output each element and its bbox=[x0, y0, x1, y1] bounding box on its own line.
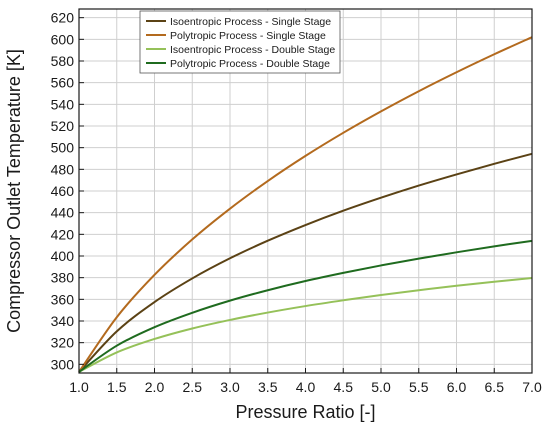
legend-label-0: Isoentropic Process - Single Stage bbox=[170, 16, 331, 28]
y-tick-label: 400 bbox=[51, 248, 75, 264]
x-tick-label: 4.0 bbox=[296, 379, 316, 395]
x-axis-title: Pressure Ratio [-] bbox=[235, 402, 375, 422]
x-tick-label: 6.0 bbox=[447, 379, 467, 395]
x-tick-label: 6.5 bbox=[485, 379, 505, 395]
legend: Isoentropic Process - Single Stage Polytr… bbox=[139, 10, 341, 74]
legend-label-3: Polytropic Process - Double Stage bbox=[170, 58, 330, 70]
x-tick-label: 3.5 bbox=[258, 379, 278, 395]
legend-label-2: Isoentropic Process - Double Stage bbox=[170, 44, 335, 56]
y-tick-labels: 300 320 340 360 380 400 420 440 460 480 500 520 540 5… bbox=[51, 10, 75, 373]
x-tick-label: 1.0 bbox=[69, 379, 89, 395]
series-lines bbox=[78, 36, 533, 373]
y-tick-label: 420 bbox=[51, 226, 75, 242]
x-tick-label: 4.5 bbox=[334, 379, 354, 395]
legend-box bbox=[139, 10, 341, 74]
axis-ticks bbox=[78, 17, 533, 373]
x-tick-label: 5.0 bbox=[371, 379, 391, 395]
y-tick-label: 540 bbox=[51, 96, 75, 112]
series-line-2 bbox=[78, 276, 533, 373]
x-tick-label: 3.0 bbox=[220, 379, 240, 395]
y-tick-label: 560 bbox=[51, 75, 75, 91]
y-tick-label: 340 bbox=[51, 313, 75, 329]
y-tick-label: 580 bbox=[51, 53, 75, 69]
y-tick-label: 300 bbox=[51, 356, 75, 372]
y-tick-label: 320 bbox=[51, 335, 75, 351]
series-line-3 bbox=[78, 239, 533, 373]
x-tick-label: 1.5 bbox=[107, 379, 127, 395]
y-tick-label: 440 bbox=[51, 205, 75, 221]
y-tick-label: 520 bbox=[51, 118, 75, 134]
y-tick-label: 600 bbox=[51, 31, 75, 47]
x-tick-label: 2.0 bbox=[145, 379, 165, 395]
x-tick-label: 7.0 bbox=[522, 379, 542, 395]
y-tick-label: 480 bbox=[51, 161, 75, 177]
y-tick-label: 620 bbox=[51, 10, 75, 26]
y-tick-label: 460 bbox=[51, 183, 75, 199]
legend-label-1: Polytropic Process - Single Stage bbox=[170, 30, 326, 42]
series-line-0 bbox=[78, 152, 533, 373]
y-tick-label: 500 bbox=[51, 140, 75, 156]
x-tick-label: 2.5 bbox=[183, 379, 203, 395]
x-tick-label: 5.5 bbox=[409, 379, 429, 395]
series-line-1 bbox=[78, 36, 533, 373]
x-tick-labels: 1.0 1.5 2.0 2.5 3.0 3.5 4.0 4.5 5.0 5.5 6.0 6.5 7.0 bbox=[69, 379, 542, 395]
y-axis-title: Compressor Outlet Temperature [K] bbox=[4, 49, 24, 333]
y-tick-label: 360 bbox=[51, 291, 75, 307]
y-tick-label: 380 bbox=[51, 270, 75, 286]
